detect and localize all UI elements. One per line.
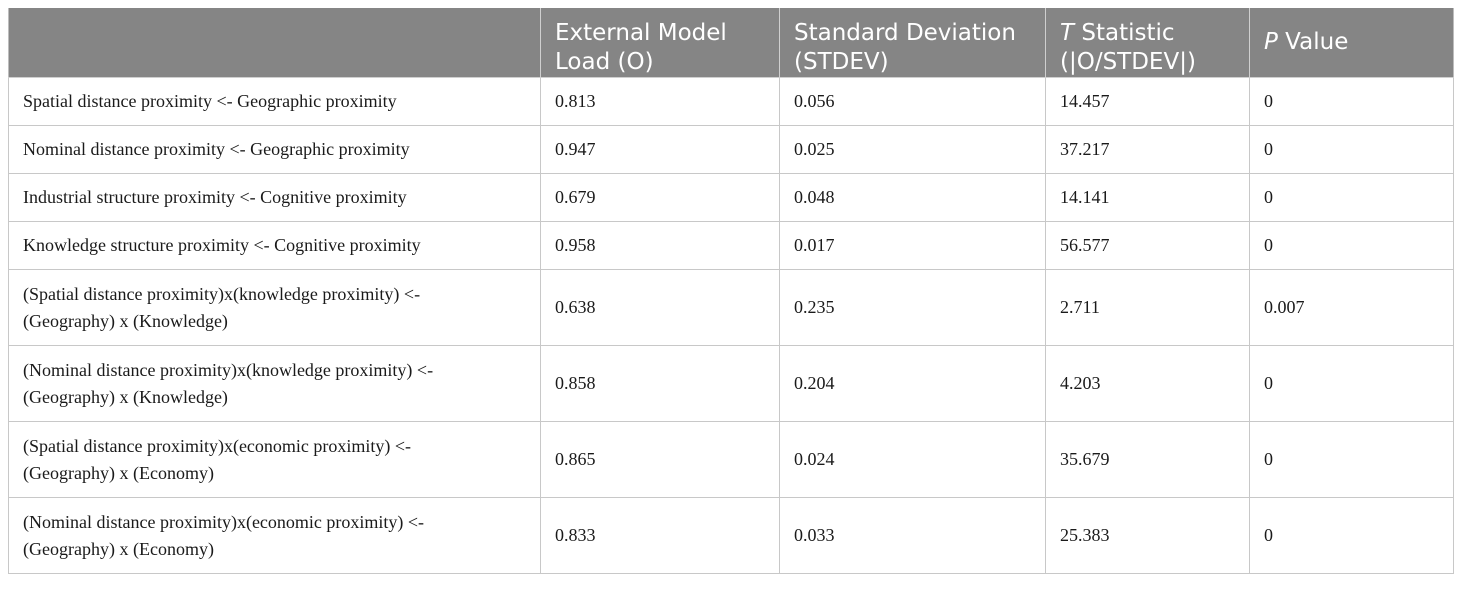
header-line: (STDEV) xyxy=(794,49,889,75)
path-cell: Knowledge structure proximity <- Cogniti… xyxy=(8,221,541,270)
table-row: (Nominal distance proximity)x(knowledge … xyxy=(8,345,1454,422)
load-cell: 0.858 xyxy=(540,345,780,422)
path-line: (Nominal distance proximity)x(knowledge … xyxy=(23,359,434,380)
p-value-cell: 0 xyxy=(1249,345,1454,422)
load-cell: 0.638 xyxy=(540,269,780,346)
path-line: (Spatial distance proximity)x(economic p… xyxy=(23,435,412,456)
load-cell: 0.813 xyxy=(540,77,780,126)
header-p-value: P Value xyxy=(1249,8,1454,78)
header-path xyxy=(8,8,541,78)
path-line: (Nominal distance proximity)x(economic p… xyxy=(23,511,425,532)
path-line: (Geography) x (Knowledge) xyxy=(23,386,228,407)
header-line: Statistic xyxy=(1074,20,1175,46)
stdev-cell: 0.048 xyxy=(779,173,1046,222)
load-cell: 0.958 xyxy=(540,221,780,270)
header-italic-symbol: P xyxy=(1264,29,1278,55)
p-value-cell: 0 xyxy=(1249,221,1454,270)
t-statistic-cell: 56.577 xyxy=(1045,221,1250,270)
table-row: (Spatial distance proximity)x(knowledge … xyxy=(8,269,1454,346)
load-cell: 0.947 xyxy=(540,125,780,174)
table-row: (Spatial distance proximity)x(economic p… xyxy=(8,421,1454,498)
stdev-cell: 0.204 xyxy=(779,345,1046,422)
path-line: (Geography) x (Knowledge) xyxy=(23,310,228,331)
path-cell: (Nominal distance proximity)x(economic p… xyxy=(8,497,541,574)
header-external-model-load: External Model Load (O) xyxy=(540,8,780,78)
table-header: External Model Load (O) Standard Deviati… xyxy=(8,8,1454,78)
t-statistic-cell: 14.141 xyxy=(1045,173,1250,222)
table-row: Nominal distance proximity <- Geographic… xyxy=(8,125,1454,174)
path-cell: Spatial distance proximity <- Geographic… xyxy=(8,77,541,126)
path-cell: (Spatial distance proximity)x(knowledge … xyxy=(8,269,541,346)
stdev-cell: 0.025 xyxy=(779,125,1046,174)
path-line: Spatial distance proximity <- Geographic… xyxy=(23,91,397,111)
t-statistic-cell: 4.203 xyxy=(1045,345,1250,422)
load-cell: 0.865 xyxy=(540,421,780,498)
path-cell: Nominal distance proximity <- Geographic… xyxy=(8,125,541,174)
header-line: Value xyxy=(1277,29,1349,55)
header-line: External Model xyxy=(555,20,727,46)
t-statistic-cell: 14.457 xyxy=(1045,77,1250,126)
p-value-cell: 0 xyxy=(1249,173,1454,222)
path-line: (Geography) x (Economy) xyxy=(23,462,214,483)
table-row: (Nominal distance proximity)x(economic p… xyxy=(8,497,1454,574)
path-line: (Spatial distance proximity)x(knowledge … xyxy=(23,283,421,304)
path-line: Nominal distance proximity <- Geographic… xyxy=(23,139,410,159)
stdev-cell: 0.017 xyxy=(779,221,1046,270)
path-cell: (Nominal distance proximity)x(knowledge … xyxy=(8,345,541,422)
header-standard-deviation: Standard Deviation (STDEV) xyxy=(779,8,1046,78)
path-line: Knowledge structure proximity <- Cogniti… xyxy=(23,235,421,255)
path-cell: Industrial structure proximity <- Cognit… xyxy=(8,173,541,222)
load-cell: 0.833 xyxy=(540,497,780,574)
results-table: External Model Load (O) Standard Deviati… xyxy=(8,8,1454,574)
table-row: Knowledge structure proximity <- Cogniti… xyxy=(8,221,1454,270)
p-value-cell: 0.007 xyxy=(1249,269,1454,346)
t-statistic-cell: 35.679 xyxy=(1045,421,1250,498)
stdev-cell: 0.056 xyxy=(779,77,1046,126)
header-line: (|O/STDEV|) xyxy=(1060,49,1196,75)
stdev-cell: 0.235 xyxy=(779,269,1046,346)
t-statistic-cell: 2.711 xyxy=(1045,269,1250,346)
path-line: (Geography) x (Economy) xyxy=(23,538,214,559)
p-value-cell: 0 xyxy=(1249,421,1454,498)
header-line: Load (O) xyxy=(555,49,654,75)
header-line: Standard Deviation xyxy=(794,20,1016,46)
stdev-cell: 0.033 xyxy=(779,497,1046,574)
load-cell: 0.679 xyxy=(540,173,780,222)
stdev-cell: 0.024 xyxy=(779,421,1046,498)
table-row: Industrial structure proximity <- Cognit… xyxy=(8,173,1454,222)
p-value-cell: 0 xyxy=(1249,125,1454,174)
table-body: Spatial distance proximity <- Geographic… xyxy=(8,77,1454,574)
path-line: Industrial structure proximity <- Cognit… xyxy=(23,187,407,207)
path-cell: (Spatial distance proximity)x(economic p… xyxy=(8,421,541,498)
header-italic-symbol: T xyxy=(1060,20,1075,46)
t-statistic-cell: 37.217 xyxy=(1045,125,1250,174)
header-row: External Model Load (O) Standard Deviati… xyxy=(8,8,1454,78)
header-t-statistic: T Statistic (|O/STDEV|) xyxy=(1045,8,1250,78)
p-value-cell: 0 xyxy=(1249,77,1454,126)
t-statistic-cell: 25.383 xyxy=(1045,497,1250,574)
p-value-cell: 0 xyxy=(1249,497,1454,574)
table-row: Spatial distance proximity <- Geographic… xyxy=(8,77,1454,126)
